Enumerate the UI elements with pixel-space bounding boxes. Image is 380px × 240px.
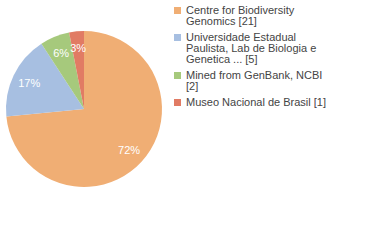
data-label: 3%: [70, 42, 86, 54]
legend-swatch: [174, 34, 181, 41]
legend-label: Universidade EstadualPaulista, Lab de Bi…: [186, 31, 316, 65]
legend-swatch: [174, 7, 181, 14]
data-label: 17%: [18, 77, 40, 89]
chart: 72% 17% 6%3% Centre for BiodiversityGenomic…: [0, 0, 380, 240]
pie: [6, 31, 162, 187]
legend-swatch: [174, 72, 181, 79]
data-label: 6%: [53, 47, 69, 59]
legend: Centre for BiodiversityGenomics [21] Univ…: [174, 4, 326, 108]
legend-swatch: [174, 99, 181, 106]
legend-label: Mined from GenBank, NCBI[2]: [186, 69, 322, 92]
legend-label: Centre for BiodiversityGenomics [21]: [186, 4, 295, 27]
pie-slice: [6, 31, 162, 187]
data-labels: 72% 17% 6%3%: [18, 42, 140, 155]
data-label: 72%: [118, 144, 140, 156]
legend-label: Museo Nacional de Brasil [1]: [186, 96, 326, 108]
